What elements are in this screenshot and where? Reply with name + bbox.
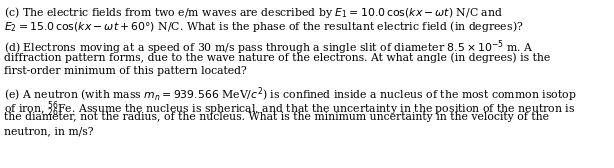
Text: (c) The electric fields from two e/m waves are described by $E_1 = 10.0\,\cos(kx: (c) The electric fields from two e/m wav… [4, 5, 503, 20]
Text: first-order minimum of this pattern located?: first-order minimum of this pattern loca… [4, 66, 247, 75]
Text: of iron, $^{56}_{26}$Fe. Assume the nucleus is spherical, and that the uncertain: of iron, $^{56}_{26}$Fe. Assume the nucl… [4, 99, 575, 119]
Text: $E_2 = 15.0\,\cos(kx - \omega t + 60°)$ N/C. What is the phase of the resultant : $E_2 = 15.0\,\cos(kx - \omega t + 60°)$ … [4, 18, 524, 33]
Text: (e) A neutron (with mass $m_n = 939.566$ MeV$/c^2$) is confined inside a nucleus: (e) A neutron (with mass $m_n = 939.566$… [4, 86, 577, 104]
Text: the diameter, not the radius, of the nucleus. What is the minimum uncertainty in: the diameter, not the radius, of the nuc… [4, 113, 549, 122]
Text: (d) Electrons moving at a speed of 30 m/s pass through a single slit of diameter: (d) Electrons moving at a speed of 30 m/… [4, 38, 534, 57]
Text: diffraction pattern forms, due to the wave nature of the electrons. At what angl: diffraction pattern forms, due to the wa… [4, 52, 550, 62]
Text: neutron, in m/s?: neutron, in m/s? [4, 126, 93, 136]
